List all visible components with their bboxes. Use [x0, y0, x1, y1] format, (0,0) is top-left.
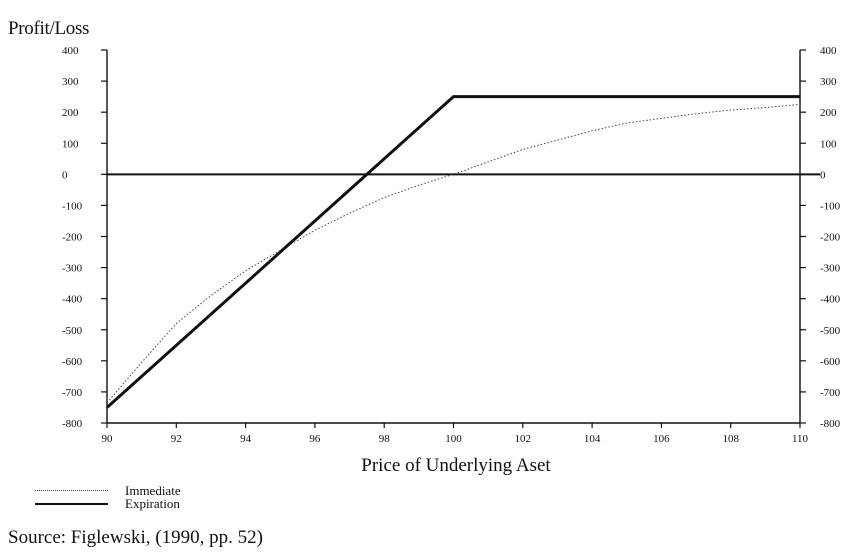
source-note: Source: Figlewski, (1990, pp. 52) — [8, 527, 263, 548]
x-tick-label: 106 — [653, 433, 670, 445]
y-tick-label-left: -300 — [62, 263, 83, 275]
legend-label-expiration: Expiration — [125, 496, 180, 511]
y-tick-label-left: -600 — [62, 356, 83, 368]
y-tick-label-right: -700 — [820, 387, 841, 399]
y-tick-label-right: -300 — [820, 263, 841, 275]
legend: Immediate Expiration — [35, 484, 181, 510]
y-tick-label-left: 200 — [62, 107, 79, 119]
y-tick-label-right: 300 — [820, 76, 837, 88]
y-tick-label-left: 100 — [62, 138, 79, 150]
y-tick-label-right: 400 — [820, 45, 837, 57]
x-tick-label: 108 — [722, 433, 739, 445]
x-tick-label: 94 — [240, 433, 252, 445]
y-tick-label-right: -600 — [820, 356, 841, 368]
y-tick-label-right: -200 — [820, 232, 841, 244]
x-tick-label: 100 — [445, 433, 462, 445]
y-tick-label-right: -400 — [820, 294, 841, 306]
x-tick-label: 104 — [584, 433, 601, 445]
x-tick-label: 98 — [379, 433, 391, 445]
y-tick-label-right: -100 — [820, 200, 841, 212]
y-tick-label-right: 0 — [820, 169, 826, 181]
y-tick-label-left: -700 — [62, 387, 83, 399]
x-tick-label: 102 — [515, 433, 532, 445]
y-tick-label-right: -800 — [820, 418, 841, 430]
x-tick-label: 90 — [102, 433, 114, 445]
y-tick-label-left: 300 — [62, 76, 79, 88]
series-line-immediate — [106, 103, 801, 404]
y-axis-label: Profit/Loss — [8, 18, 90, 39]
y-tick-label-right: -500 — [820, 325, 841, 337]
series-line-expiration — [105, 95, 800, 409]
legend-swatch-immediate — [35, 490, 108, 491]
legend-item-expiration: Expiration — [35, 497, 181, 510]
y-tick-label-right: 200 — [820, 107, 837, 119]
legend-swatch-expiration — [35, 502, 108, 505]
x-tick-label: 92 — [171, 433, 182, 445]
y-tick-label-left: -100 — [62, 200, 83, 212]
y-tick-label-left: -400 — [62, 294, 83, 306]
y-tick-label-left: 400 — [62, 45, 79, 57]
y-tick-label-left: -800 — [62, 418, 83, 430]
x-axis-label: Price of Underlying Aset — [361, 455, 551, 476]
y-tick-label-left: -200 — [62, 232, 83, 244]
x-tick-label: 110 — [792, 433, 809, 445]
y-tick-label-left: -500 — [62, 325, 83, 337]
x-tick-label: 96 — [309, 433, 321, 445]
legend-label-immediate: Immediate — [125, 483, 181, 498]
y-tick-label-left: 0 — [62, 169, 68, 181]
legend-item-immediate: Immediate — [35, 484, 181, 497]
y-tick-label-right: 100 — [820, 138, 837, 150]
